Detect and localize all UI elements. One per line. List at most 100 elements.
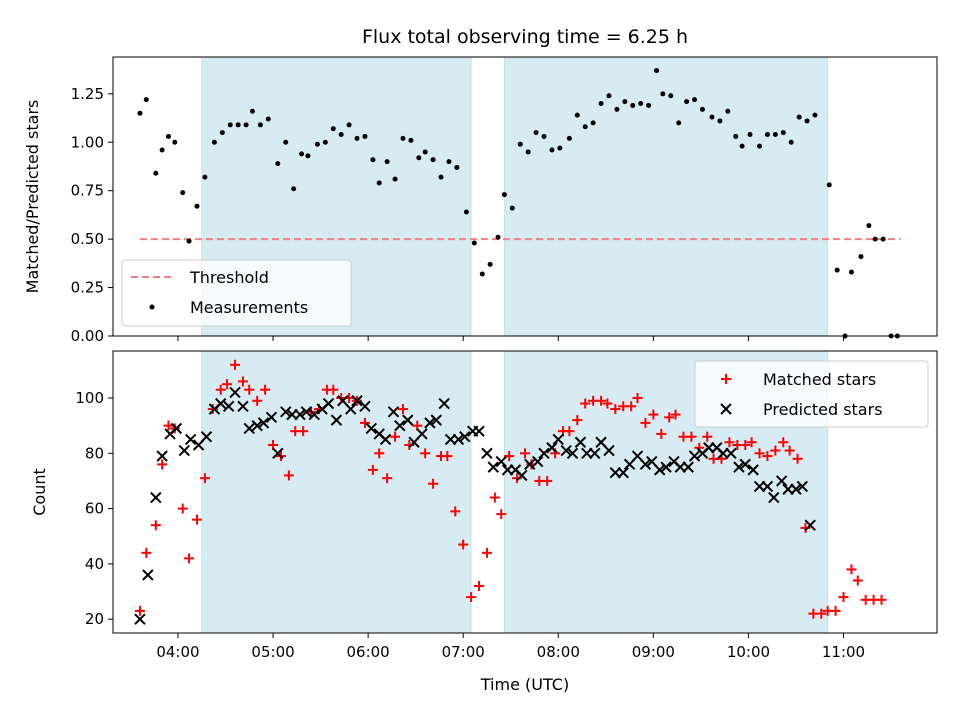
measurement-point [479,271,485,277]
matched-star-point [382,473,393,484]
measurement-point [709,114,715,120]
predicted-star-point [300,406,313,418]
matched-star-point [648,409,659,420]
measurement-point [202,174,208,180]
x-tick-label: 11:00 [822,643,865,661]
measurement-point [354,135,360,141]
measurement-point [834,267,840,273]
count-points [134,359,887,625]
matched-star-point [169,423,180,434]
measurement-point [676,120,682,126]
measurement-point [858,254,864,260]
measurement-point [376,180,382,186]
predicted-star-point [394,419,406,432]
matched-star-point [754,448,765,459]
matched-star-point [157,459,168,470]
matched-star-point [215,384,226,395]
x-tick-label: 07:00 [442,643,485,661]
matched-star-point [762,451,773,462]
ratio-y-ticks: 0.00 0.25 0.50 0.75 1.00 1.25 [71,85,113,345]
measurement-point [638,101,644,106]
count-x-ticks: 04:00 05:00 06:00 07:00 08:00 09:00 10:00 11:00 [156,633,865,661]
observing-windows [201,56,829,337]
predicted-star-point [142,569,154,581]
matched-star-point [770,445,781,456]
matched-star-point [428,478,439,489]
matched-star-point [207,404,218,415]
ratio-x-ticks [177,336,845,341]
matched-star-point [466,592,477,603]
measurement-point [416,155,422,161]
count-legend: Matched stars Predicted stars [694,360,929,428]
measurement-point [165,133,171,139]
measurement-point [275,161,281,167]
measurement-point [487,261,493,267]
measurement-point [684,99,690,105]
predicted-star-point [229,386,241,399]
predicted-star-point [359,400,371,413]
measurement-point [438,174,444,180]
predicted-star-point [452,433,465,446]
matched-star-point [397,404,408,415]
matched-star-point [784,445,795,456]
predicted-star-point [402,414,414,426]
predicted-star-point [251,419,263,432]
count-plot: 20 40 60 80 100 04:00 05:00 06:00 07:00 08:00 09:… [30,350,938,694]
predicted-star-point [156,450,168,462]
matched-star-point [298,426,309,437]
measurement-point [872,236,878,242]
x-tick-label: 10:00 [727,643,770,661]
measurement-point [501,192,507,198]
predicted-star-point [257,417,270,429]
predicted-star-point [170,422,183,435]
measurement-point [780,130,786,136]
measurement-point [330,126,336,132]
measurement-point [812,112,818,118]
matched-star-point [222,379,233,390]
predicted-star-point [739,458,751,471]
measurement-point [257,122,263,128]
measurement-point [446,159,452,165]
x-tick-label: 06:00 [347,643,390,661]
predicted-star-point [134,613,146,625]
measurement-point [159,147,165,153]
measurement-point [400,135,406,141]
predicted-star-point [459,430,471,443]
legend-matched-label: Matched stars [763,370,876,389]
measurement-point [606,93,612,99]
predicted-star-point [531,455,544,468]
measurement-point [880,236,886,242]
matched-star-point [481,547,492,558]
legend-threshold-label: Threshold [189,268,269,287]
measurement-point [463,209,469,215]
measurement-point [717,118,723,124]
measurement-point [153,170,159,176]
measurement-point [471,240,477,246]
measurement-point [227,122,233,128]
measurement-point [291,186,297,192]
predicted-star-point [660,461,672,473]
x-tick-label: 08:00 [537,643,580,661]
legend-predicted-swatch [720,403,732,415]
measurement-point [211,139,217,145]
predicted-star-point [280,406,292,418]
legend-measurements-label: Measurements [190,298,308,317]
predicted-star-point [682,461,694,473]
measurement-point [265,116,271,122]
measurement-point [557,145,563,151]
predicted-star-point [603,444,615,457]
matched-star-point [876,594,887,605]
matched-star-point [374,448,385,459]
measurement-point [826,182,832,188]
measurement-point [848,269,854,275]
predicted-star-point [438,397,450,410]
measurement-point [866,223,872,229]
predicted-star-point [265,411,278,424]
predicted-star-point [473,425,485,437]
matched-star-point [496,509,507,520]
measurement-point [614,106,620,112]
predicted-star-point [308,408,320,421]
matched-star-point [686,431,697,442]
predicted-star-point [589,447,601,460]
matched-star-point [458,539,469,550]
